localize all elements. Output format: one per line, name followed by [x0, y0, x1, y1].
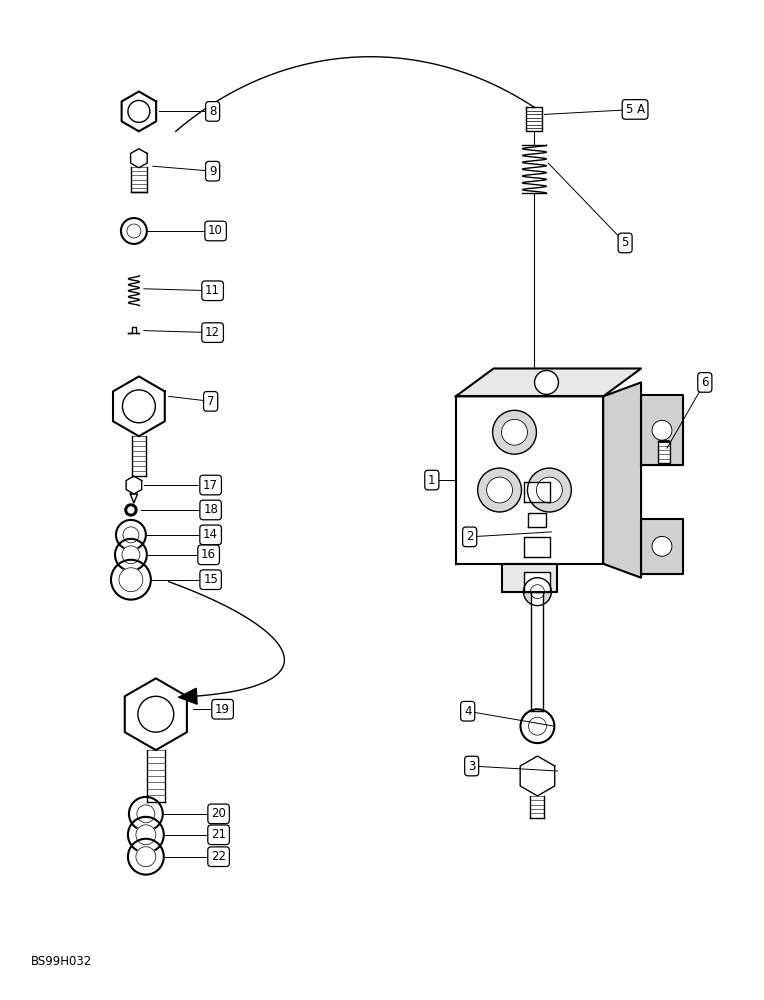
Circle shape: [527, 468, 571, 512]
Bar: [658, 441, 670, 463]
Circle shape: [128, 507, 134, 513]
Polygon shape: [604, 382, 641, 578]
Polygon shape: [128, 327, 139, 333]
Text: 18: 18: [203, 503, 218, 516]
Text: 22: 22: [211, 850, 226, 863]
Text: BS99H032: BS99H032: [31, 955, 92, 968]
Text: 19: 19: [215, 703, 230, 716]
Polygon shape: [131, 149, 147, 168]
Circle shape: [535, 370, 558, 394]
Circle shape: [137, 805, 155, 823]
Bar: [530, 796, 545, 818]
Polygon shape: [641, 395, 683, 465]
Circle shape: [128, 839, 163, 875]
Circle shape: [487, 477, 513, 503]
Circle shape: [128, 100, 150, 122]
Circle shape: [520, 709, 555, 743]
Polygon shape: [179, 688, 197, 704]
Circle shape: [478, 468, 522, 512]
Circle shape: [119, 568, 143, 592]
Text: 4: 4: [464, 705, 471, 718]
Polygon shape: [641, 519, 683, 574]
Circle shape: [121, 218, 147, 244]
Polygon shape: [532, 592, 543, 711]
Text: 15: 15: [203, 573, 218, 586]
Circle shape: [122, 390, 155, 423]
Circle shape: [116, 520, 146, 550]
Circle shape: [111, 560, 151, 600]
Polygon shape: [121, 91, 156, 131]
Bar: [524, 572, 550, 592]
Text: 2: 2: [466, 530, 474, 543]
Text: 10: 10: [208, 224, 223, 237]
Bar: [132, 436, 146, 476]
Circle shape: [122, 546, 140, 564]
Circle shape: [652, 536, 672, 556]
Circle shape: [536, 477, 562, 503]
Circle shape: [136, 847, 156, 867]
Bar: [147, 750, 165, 802]
Circle shape: [501, 419, 527, 445]
Bar: [529, 513, 546, 527]
Text: 1: 1: [428, 474, 435, 487]
Circle shape: [529, 717, 546, 735]
Text: 9: 9: [209, 165, 216, 178]
Circle shape: [115, 539, 147, 571]
Circle shape: [523, 578, 552, 606]
Text: 16: 16: [201, 548, 216, 561]
Text: 14: 14: [203, 528, 219, 541]
Circle shape: [125, 504, 137, 516]
Circle shape: [138, 696, 173, 732]
Text: 6: 6: [701, 376, 708, 389]
Text: 12: 12: [205, 326, 220, 339]
Text: 5: 5: [621, 236, 629, 249]
Text: 8: 8: [209, 105, 216, 118]
Circle shape: [128, 817, 163, 853]
Bar: [524, 537, 550, 557]
Circle shape: [127, 224, 141, 238]
Circle shape: [652, 420, 672, 440]
Polygon shape: [131, 494, 138, 503]
Text: 7: 7: [207, 395, 215, 408]
Bar: [524, 482, 550, 502]
Polygon shape: [456, 396, 604, 564]
Circle shape: [129, 797, 163, 831]
Text: 3: 3: [468, 760, 475, 773]
Circle shape: [123, 527, 139, 543]
Text: 21: 21: [211, 828, 226, 841]
Bar: [526, 107, 542, 131]
Text: 11: 11: [205, 284, 220, 297]
Circle shape: [493, 410, 536, 454]
Text: 5 A: 5 A: [626, 103, 645, 116]
Circle shape: [136, 825, 156, 845]
Polygon shape: [126, 476, 141, 494]
Circle shape: [530, 585, 545, 599]
Text: 17: 17: [203, 479, 219, 492]
Bar: [131, 167, 147, 192]
Polygon shape: [502, 564, 557, 592]
Polygon shape: [520, 756, 555, 796]
Polygon shape: [456, 368, 641, 396]
Text: 20: 20: [211, 807, 226, 820]
Polygon shape: [125, 678, 187, 750]
Polygon shape: [113, 376, 165, 436]
